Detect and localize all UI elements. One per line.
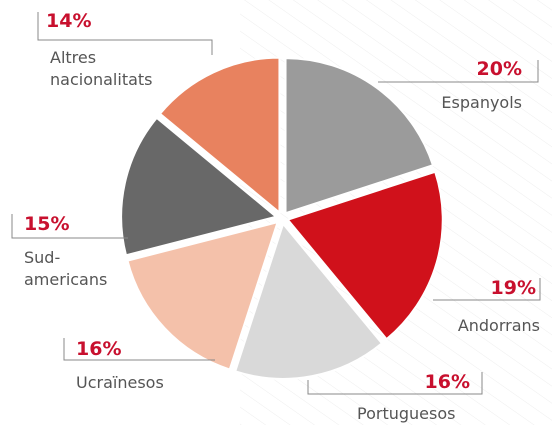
leader [433, 278, 541, 301]
leader [11, 214, 128, 239]
slice [158, 56, 281, 215]
slice-label: Espanyols [441, 93, 522, 112]
slice-label: Portuguesos [357, 404, 456, 423]
value-label: 16% [76, 338, 122, 360]
value-label: 14% [46, 10, 92, 32]
value-label: 20% [476, 58, 522, 80]
slice [120, 116, 279, 257]
slice-label: Andorrans [457, 316, 540, 335]
value-label: 19% [490, 277, 536, 299]
slice [233, 221, 384, 380]
value-label: 15% [24, 213, 70, 235]
slice-label: Sud-americans [24, 248, 108, 289]
slice-label: Ucraïnesos [76, 373, 164, 392]
slice [126, 220, 280, 371]
slice-label: Altres nacionalitats [50, 48, 153, 89]
leader [378, 60, 539, 83]
leader [37, 12, 213, 55]
value-label: 16% [424, 371, 470, 393]
slices [120, 56, 444, 380]
leader-lines [11, 12, 541, 395]
slice [286, 170, 444, 341]
slice [284, 57, 435, 215]
leader [307, 372, 483, 395]
leader [63, 338, 215, 361]
